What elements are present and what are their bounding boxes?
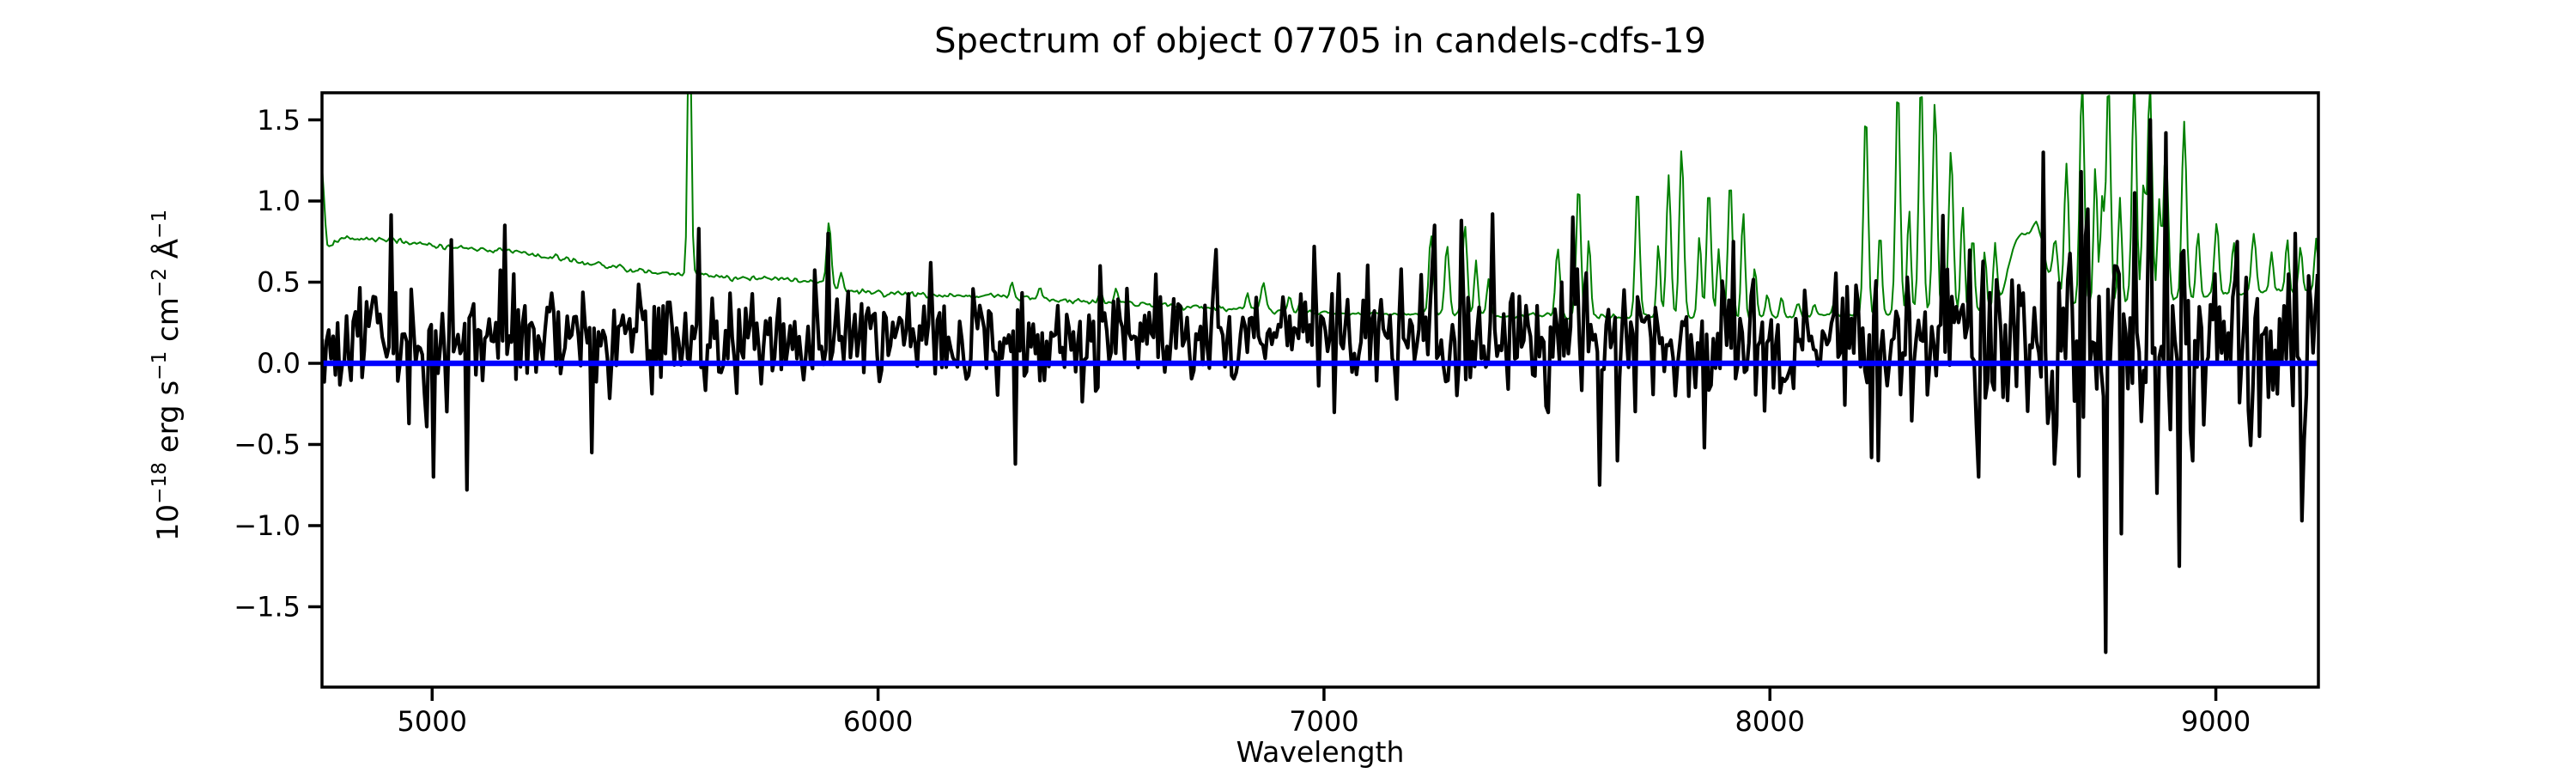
ylabel-superscript: −1 <box>148 209 171 239</box>
ylabel-superscript: −1 <box>148 350 171 380</box>
x-axis-label: Wavelength <box>1236 735 1405 769</box>
y-tick-label: −1.5 <box>234 591 301 624</box>
ylabel-text: erg s <box>151 380 185 463</box>
x-tick-label: 6000 <box>843 705 913 738</box>
y-tick-label: 0.0 <box>257 347 301 380</box>
x-tick-label: 9000 <box>2181 705 2251 738</box>
y-tick-label: −0.5 <box>234 429 301 461</box>
y-tick-label: 0.5 <box>257 266 301 299</box>
y-tick-label: −1.0 <box>234 509 301 542</box>
y-tick-label: 1.5 <box>257 104 301 137</box>
plot-spines <box>320 91 2320 689</box>
ylabel-superscript: −2 <box>148 268 171 298</box>
noise-spectrum-line <box>322 93 2318 320</box>
x-tick-label: 8000 <box>1735 705 1805 738</box>
ylabel-text: 10 <box>151 503 185 542</box>
y-tick-label: 1.0 <box>257 185 301 217</box>
y-axis-label: 10−18 erg s−1 cm−2 Å−1 <box>148 209 185 542</box>
ylabel-text: Å <box>151 238 185 269</box>
axes-layer: 5000 6000 7000 8000 9000 1.5 1.0 0.5 0.0 −0.5 −1.0… <box>234 91 2320 738</box>
chart-title: Spectrum of object 07705 in candels-cdfs… <box>934 21 1706 61</box>
ylabel-text: cm <box>151 297 185 351</box>
x-tick-label: 5000 <box>398 705 467 738</box>
flux-spectrum-line <box>322 118 2318 654</box>
series-layer <box>322 93 2318 654</box>
ylabel-superscript: −18 <box>148 462 171 504</box>
x-tick-label: 7000 <box>1289 705 1358 738</box>
